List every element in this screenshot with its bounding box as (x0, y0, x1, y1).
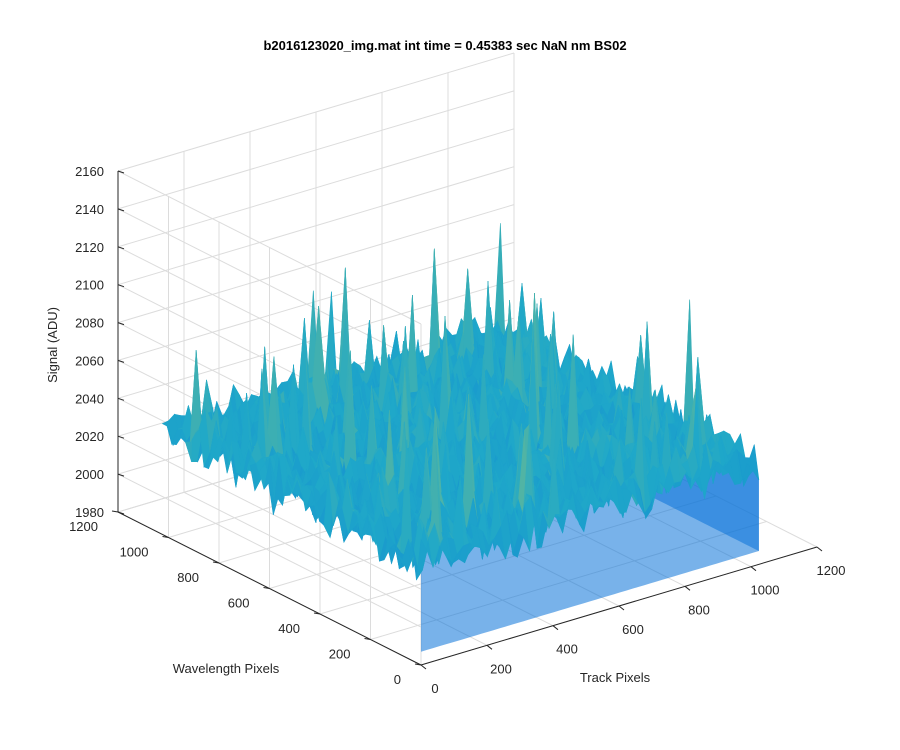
y-tick-label: 1200 (69, 519, 98, 534)
surface-mesh (161, 223, 760, 652)
z-tick-label: 2100 (75, 278, 104, 293)
x-tick-label: 400 (556, 642, 578, 657)
y-tick-label: 800 (177, 570, 199, 585)
z-tick-label: 2120 (75, 240, 104, 255)
chart-title: b2016123020_img.mat int time = 0.45383 s… (263, 38, 626, 53)
z-axis-label: Signal (ADU) (45, 307, 60, 383)
z-tick-label: 2140 (75, 202, 104, 217)
z-tick-label: 2040 (75, 391, 104, 406)
x-tick-label: 200 (490, 661, 512, 676)
z-tick-label: 2160 (75, 164, 104, 179)
x-tick-label: 600 (622, 622, 644, 637)
y-tick-label: 0 (394, 672, 401, 687)
x-tick-label: 1000 (751, 583, 780, 598)
y-tick-label: 600 (228, 596, 250, 611)
x-tick-label: 800 (688, 602, 710, 617)
z-tick-label: 2060 (75, 353, 104, 368)
z-tick-label: 2000 (75, 467, 104, 482)
z-tick-label: 2020 (75, 429, 104, 444)
tick-labels: 0 200 400 600 800 1000 1200 0 200 400 600 800 1000 12… (69, 164, 845, 696)
y-tick-label: 1000 (120, 545, 149, 560)
x-tick-label: 0 (431, 681, 438, 696)
x-axis-label: Track Pixels (580, 670, 651, 685)
y-tick-label: 400 (278, 621, 300, 636)
y-axis-label: Wavelength Pixels (173, 661, 280, 676)
axes (111, 170, 823, 670)
x-tick-label: 1200 (817, 563, 846, 578)
z-tick-label: 2080 (75, 316, 104, 331)
z-tick-label: 1980 (75, 505, 104, 520)
y-tick-label: 200 (329, 647, 351, 662)
